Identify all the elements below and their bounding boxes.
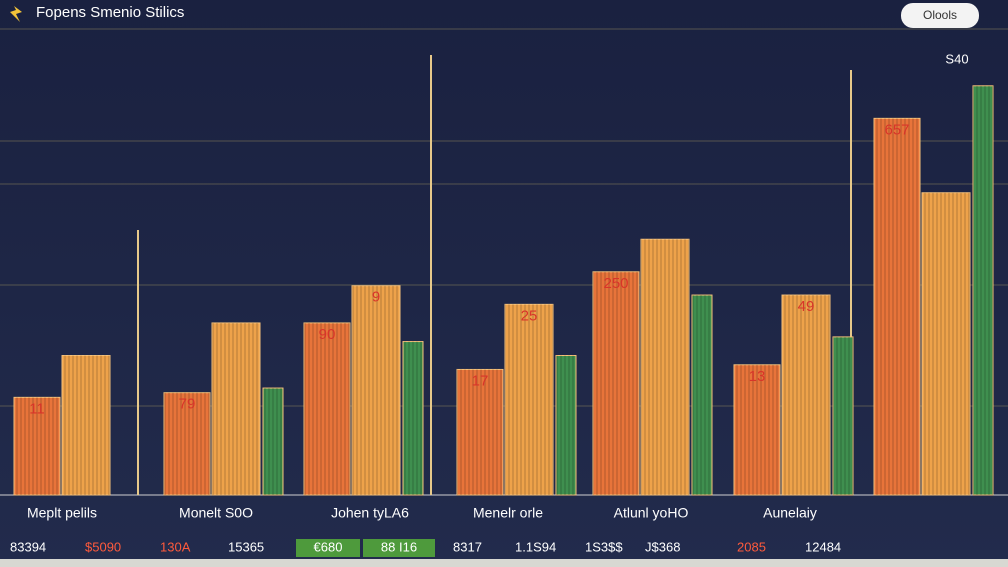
- bar: [781, 294, 831, 496]
- footer-item: 130A: [160, 539, 191, 554]
- x-tick-label: Atlunl yoHO: [614, 505, 689, 521]
- bar: [303, 322, 351, 496]
- bar-text: 11: [29, 400, 45, 417]
- button-label[interactable]: Olools: [923, 8, 957, 22]
- footer-item: J$368: [645, 539, 680, 554]
- footer-item: 1.1S94: [515, 539, 556, 554]
- footer-item: 8317: [453, 539, 482, 554]
- bar: [921, 192, 971, 496]
- bar-text: 90: [319, 326, 336, 343]
- bar: [61, 355, 111, 496]
- bar-text: 25: [521, 307, 538, 324]
- bar: [402, 341, 424, 496]
- bar: [691, 294, 713, 496]
- footer-item: 2085: [737, 539, 766, 554]
- button[interactable]: [901, 3, 979, 28]
- footer-item: 88 I16: [381, 539, 417, 554]
- footer-box: [363, 539, 435, 557]
- x-tick-label: Aunelaiy: [763, 505, 817, 521]
- bar: [832, 336, 854, 496]
- x-tick-label: Johen tyLA6: [331, 505, 409, 521]
- bar: [972, 85, 994, 496]
- footer-item: 12484: [805, 539, 841, 554]
- bar-text: 49: [798, 298, 815, 315]
- bar: [504, 303, 554, 496]
- x-tick-label: Meplt pelils: [27, 505, 97, 521]
- footer-item: 15365: [228, 539, 264, 554]
- bar-text: 9: [372, 289, 380, 306]
- footer-item: €680: [314, 539, 343, 554]
- bar: [873, 117, 921, 496]
- corner-text: S40: [945, 51, 968, 66]
- bar: [592, 271, 640, 496]
- bar: [262, 387, 284, 496]
- x-tick-label: Menelr orle: [473, 505, 543, 521]
- footer-item: 83394: [10, 539, 46, 554]
- bar: [640, 238, 690, 496]
- bar: [555, 355, 577, 496]
- footer-box: [296, 539, 360, 557]
- chart-title: Fopens Smenio Stilics: [36, 4, 184, 21]
- bar-text: 17: [472, 372, 489, 389]
- footer-item: $5090: [85, 539, 121, 554]
- x-tick-label: Monelt S0O: [179, 505, 253, 521]
- bar: [351, 285, 401, 496]
- bar-text: 657: [884, 121, 909, 138]
- bar-text: 250: [603, 275, 628, 292]
- logo-icon: [10, 6, 22, 22]
- bottom-strip: [0, 559, 1008, 567]
- bar: [211, 322, 261, 496]
- bar-text: 13: [749, 368, 766, 385]
- bar-text: 79: [179, 396, 196, 413]
- footer-item: 1S3$$: [585, 539, 623, 554]
